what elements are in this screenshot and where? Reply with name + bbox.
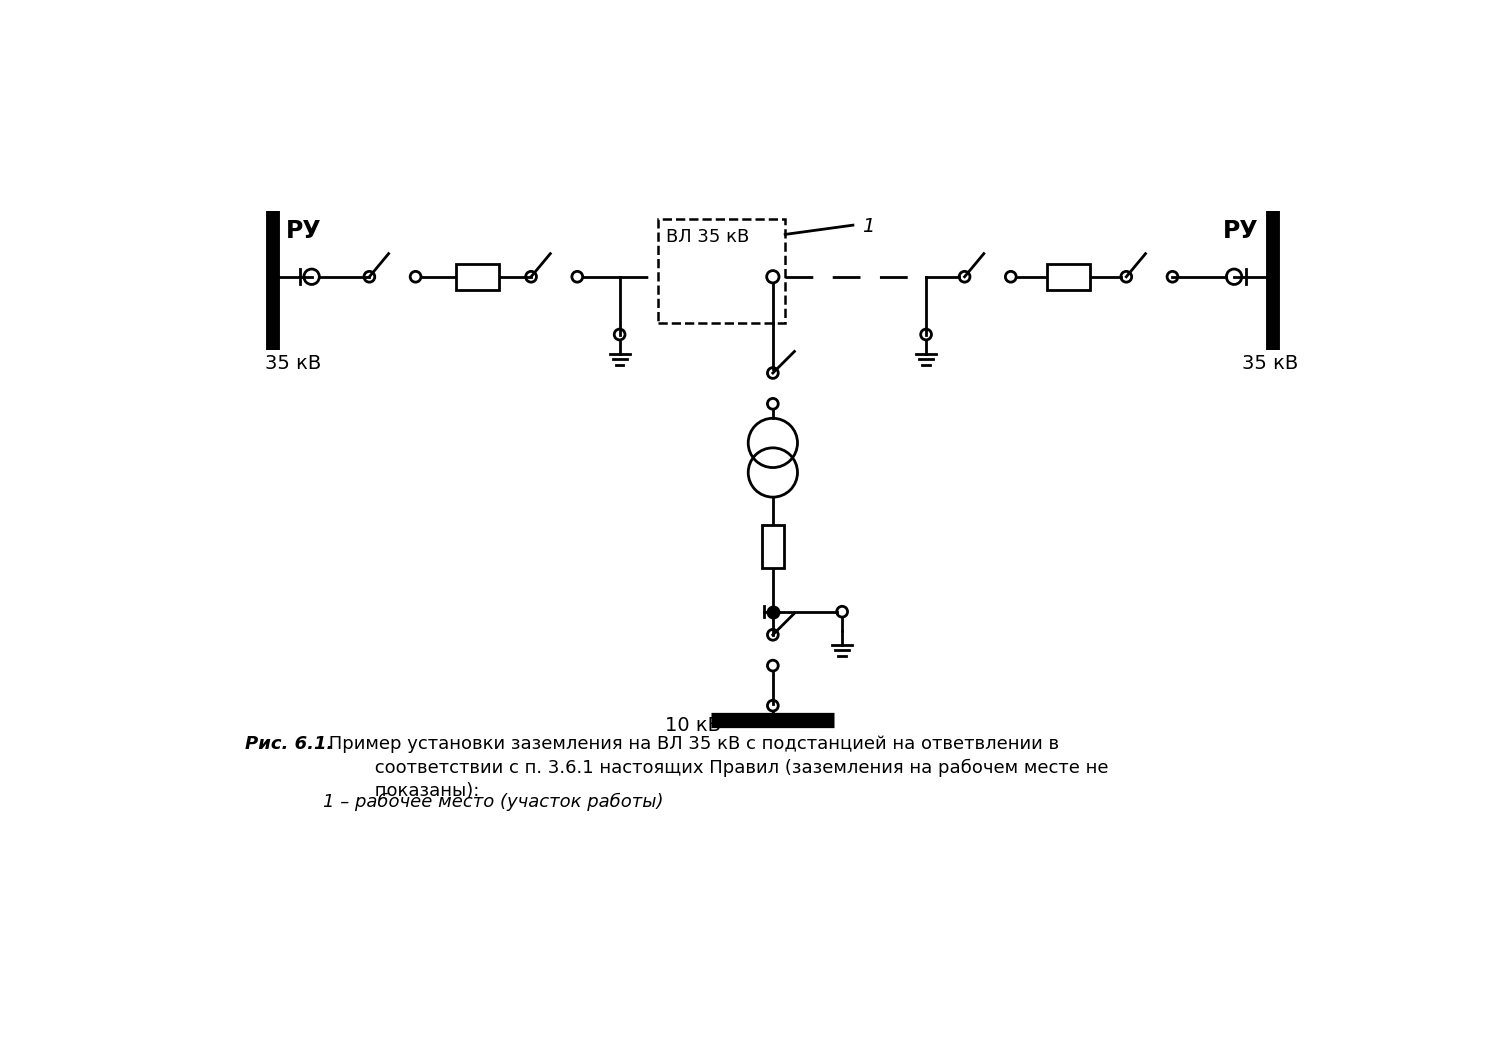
Text: ВЛ 35 кВ: ВЛ 35 кВ <box>667 228 749 246</box>
Bar <box>657 219 786 323</box>
Text: Рис. 6.1.: Рис. 6.1. <box>244 735 333 753</box>
Bar <box>1047 264 1090 290</box>
Text: 1: 1 <box>863 217 875 236</box>
Bar <box>455 264 499 290</box>
Text: 1 – рабочее место (участок работы): 1 – рабочее место (участок работы) <box>323 792 664 811</box>
Bar <box>762 524 784 568</box>
Text: РУ: РУ <box>1223 219 1258 243</box>
Text: 10 кВ: 10 кВ <box>665 715 721 734</box>
Text: 35 кВ: 35 кВ <box>1241 353 1298 372</box>
Text: РУ: РУ <box>287 219 321 243</box>
Text: Пример установки заземления на ВЛ 35 кВ с подстанцией на ответвлении в
         : Пример установки заземления на ВЛ 35 кВ … <box>323 735 1108 801</box>
Text: 35 кВ: 35 кВ <box>265 353 321 372</box>
